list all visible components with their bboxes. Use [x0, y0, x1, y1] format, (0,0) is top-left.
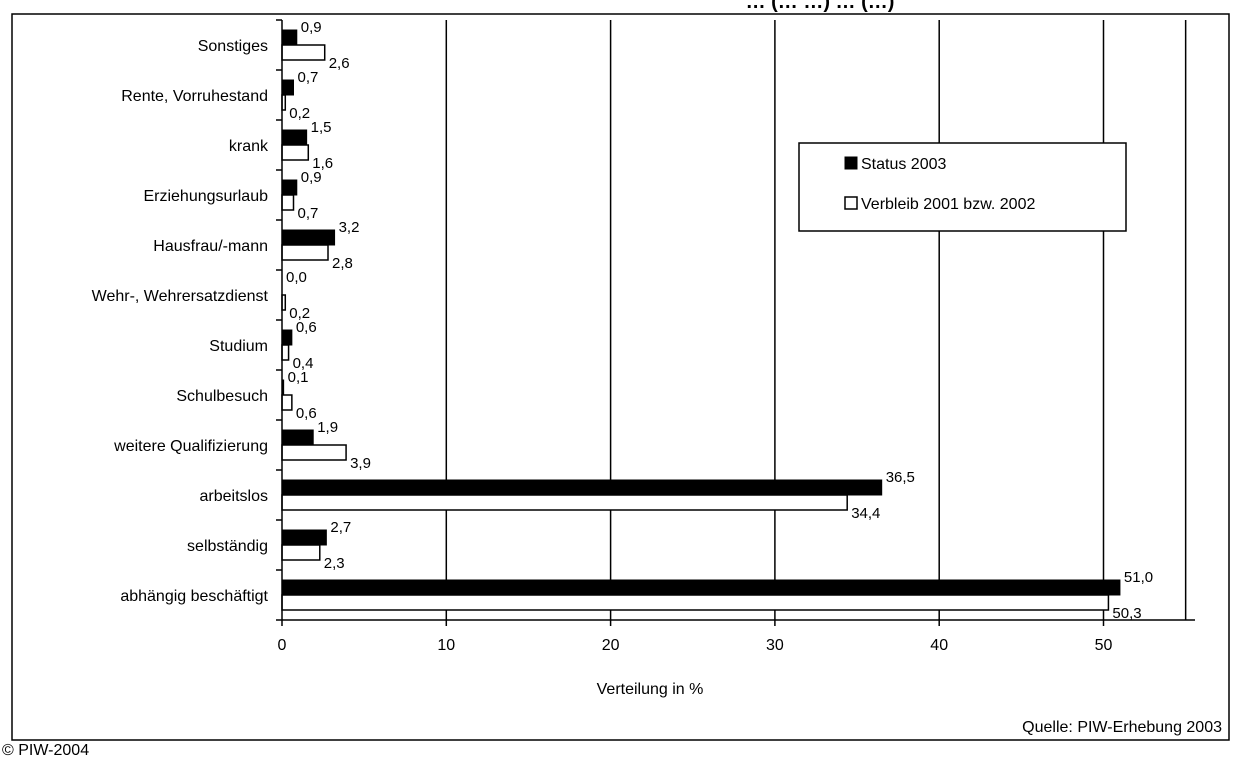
copyright-note: © PIW-2004: [2, 742, 90, 759]
category-label: Hausfrau/-mann: [153, 238, 268, 255]
value-label-verbleib-2001-2002: 34,4: [851, 505, 880, 522]
category-label: weitere Qualifizierung: [113, 438, 268, 455]
bar-status-2003: [281, 579, 1121, 596]
x-tick-label: 40: [930, 637, 948, 654]
bar-status-2003: [281, 129, 308, 146]
bars: [281, 29, 1121, 611]
bar-verbleib-2001-2002: [281, 194, 295, 211]
chart-border: [11, 13, 1230, 741]
bar-status-2003: [281, 529, 327, 546]
value-label-status-2003: 0,1: [288, 369, 309, 386]
bar-verbleib-2001-2002: [281, 494, 848, 511]
bar-status-2003: [281, 229, 336, 246]
value-labels: 0,92,60,70,21,51,60,90,73,22,80,00,20,60…: [286, 19, 1153, 622]
value-label-verbleib-2001-2002: 2,8: [332, 255, 353, 272]
category-label: Schulbesuch: [176, 388, 268, 405]
bar-verbleib-2001-2002: [281, 144, 310, 161]
category-label: Erziehungsurlaub: [143, 188, 268, 205]
value-label-status-2003: 1,9: [317, 419, 338, 436]
value-label-status-2003: 1,5: [311, 119, 332, 136]
value-label-verbleib-2001-2002: 0,2: [289, 105, 310, 122]
bar-status-2003: [281, 179, 298, 196]
legend-swatch-verbleib: [844, 196, 858, 210]
bar-verbleib-2001-2002: [281, 594, 1110, 611]
bar-status-2003: [281, 329, 293, 346]
x-tick-label: 0: [278, 637, 287, 654]
bar-verbleib-2001-2002: [281, 44, 326, 61]
value-label-verbleib-2001-2002: 50,3: [1112, 605, 1141, 622]
source-note: Quelle: PIW-Erhebung 2003: [1022, 719, 1222, 736]
value-label-status-2003: 51,0: [1124, 569, 1153, 586]
value-label-verbleib-2001-2002: 2,3: [324, 555, 345, 572]
value-label-status-2003: 0,9: [301, 169, 322, 186]
value-label-verbleib-2001-2002: 0,6: [296, 405, 317, 422]
category-label: arbeitslos: [200, 488, 268, 505]
category-labels: Sonstiges Rente, Vorruhestand krank Erziehu…: [92, 19, 282, 621]
bar-verbleib-2001-2002: [281, 394, 293, 411]
legend: Status 2003 Verbleib 2001 bzw. 2002: [798, 142, 1127, 232]
x-tick-labels: 0 10 20 30 40 50: [278, 620, 1113, 654]
chart-title: … (… …) … (…): [746, 0, 895, 13]
value-label-verbleib-2001-2002: 1,6: [312, 155, 333, 172]
legend-box: [798, 142, 1127, 232]
value-label-verbleib-2001-2002: 3,9: [350, 455, 371, 472]
value-label-verbleib-2001-2002: 0,4: [293, 355, 314, 372]
value-label-status-2003: 0,9: [301, 19, 322, 36]
bar-verbleib-2001-2002: [281, 444, 347, 461]
value-label-verbleib-2001-2002: 0,7: [298, 205, 319, 222]
x-axis-title: Verteilung in %: [597, 681, 704, 698]
bar-status-2003: [281, 429, 314, 446]
legend-swatch-status: [844, 156, 858, 170]
legend-label-status: Status 2003: [861, 156, 947, 173]
bar-status-2003: [281, 79, 295, 96]
value-label-status-2003: 36,5: [886, 469, 915, 486]
category-label: abhängig beschäftigt: [120, 588, 268, 605]
x-tick-label: 20: [602, 637, 620, 654]
category-label: Sonstiges: [198, 38, 268, 55]
x-tick-label: 50: [1095, 637, 1113, 654]
bar-verbleib-2001-2002: [281, 244, 329, 261]
bar-verbleib-2001-2002: [281, 344, 290, 361]
legend-label-verbleib: Verbleib 2001 bzw. 2002: [861, 196, 1035, 213]
value-label-status-2003: 0,7: [298, 69, 319, 86]
category-label: Rente, Vorruhestand: [121, 88, 268, 105]
x-tick-label: 30: [766, 637, 784, 654]
category-label: selbständig: [187, 538, 268, 555]
value-label-status-2003: 3,2: [339, 219, 360, 236]
x-tick-label: 10: [437, 637, 455, 654]
value-label-verbleib-2001-2002: 0,2: [289, 305, 310, 322]
grid-lines: [445, 20, 1187, 620]
category-label: Wehr-, Wehrersatzdienst: [92, 288, 269, 305]
bar-verbleib-2001-2002: [281, 544, 321, 561]
value-label-status-2003: 0,0: [286, 269, 307, 286]
bar-status-2003: [281, 479, 883, 496]
value-label-verbleib-2001-2002: 2,6: [329, 55, 350, 72]
value-label-status-2003: 2,7: [330, 519, 351, 536]
category-label: krank: [229, 138, 269, 155]
bar-status-2003: [281, 29, 298, 46]
category-label: Studium: [209, 338, 268, 355]
value-label-status-2003: 0,6: [296, 319, 317, 336]
